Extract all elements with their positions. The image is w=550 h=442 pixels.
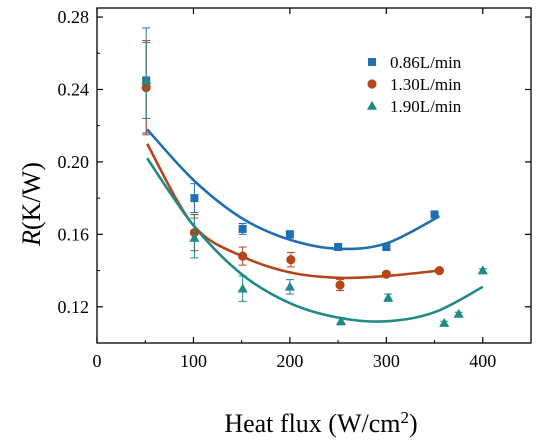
legend-marker-series-1 [368,58,376,66]
plot-frame [96,7,532,344]
y-tick-label: 0.28 [58,7,90,27]
data-point-series-1 [382,243,391,252]
y-axis-title-italic: R [17,230,46,247]
axes: 0 100 200 300 400 0.12 0.16 0.20 0.24 0.28 [58,7,531,371]
data-point-series-2 [238,251,248,261]
data-point-series-2 [286,255,296,265]
x-tick-label: 300 [373,351,400,371]
data-point-series-3 [453,308,464,318]
data-point-series-1 [334,243,343,252]
data-point-series-2 [434,265,444,276]
y-axis-title-unit: (K/W) [17,162,46,230]
data-point-series-2 [335,280,345,290]
data-point-series-1 [285,230,294,239]
data-point-series-3 [439,317,450,327]
y-tick-label: 0.20 [58,152,90,172]
x-tick-label: 400 [469,351,496,371]
data-point-series-3 [383,292,394,302]
y-axis-title: R(K/W) [17,162,46,247]
legend-label-series-3: 1.90L/min [390,97,462,116]
data-point-series-3 [477,265,488,275]
legend-label-series-1: 0.86L/min [390,53,462,72]
plot-area [141,27,488,327]
x-axis-title-main: Heat flux (W/cm [224,409,400,438]
y-tick-label: 0.24 [58,79,90,99]
fit-curve-series-3 [146,157,484,323]
x-tick-label: 100 [180,351,207,371]
data-point-series-3 [284,281,295,291]
legend-marker-series-3 [366,100,378,110]
data-point-series-1 [190,194,199,203]
x-tick-label: 0 [93,351,102,371]
legend-label-series-2: 1.30L/min [390,75,462,94]
legend: 0.86L/min 1.30L/min 1.90L/min [366,53,462,116]
data-point-series-1 [238,224,247,233]
x-axis-title: Heat flux (W/cm2) [224,408,417,438]
data-point-series-3 [335,316,347,326]
x-axis-title-superscript: 2 [400,408,409,427]
data-point-series-3 [237,283,248,293]
y-tick-label: 0.12 [58,297,90,317]
data-point-series-1 [430,210,439,219]
data-point-series-3 [141,75,152,85]
y-tick-label: 0.16 [58,224,90,244]
data-point-series-3 [189,232,200,242]
data-point-series-2 [381,269,391,279]
x-tick-label: 200 [276,351,303,371]
legend-marker-series-2 [367,79,377,89]
x-axis-title-close: ) [409,409,418,438]
